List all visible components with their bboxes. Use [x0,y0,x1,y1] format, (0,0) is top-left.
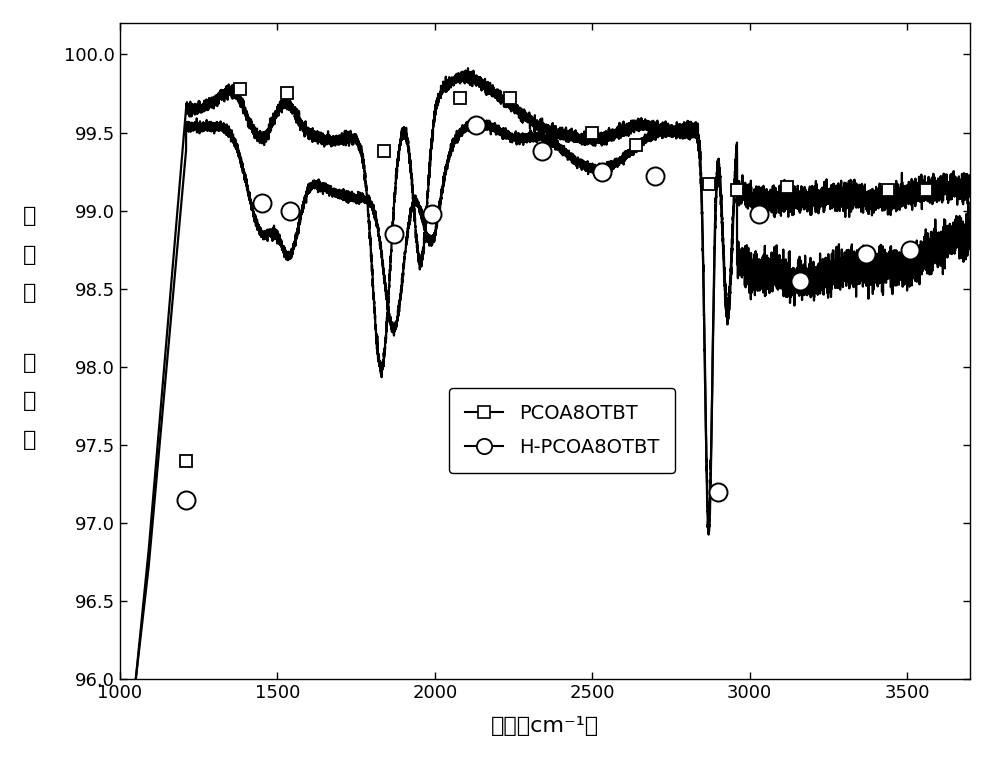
Text: ％: ％ [23,391,37,411]
H-PCOA8OTBT [256,198,268,208]
H-PCOA8OTBT [904,245,916,254]
X-axis label: 波数（cm⁻¹）: 波数（cm⁻¹） [491,716,599,736]
PCOA8OTBT [234,84,246,93]
H-PCOA8OTBT [794,276,806,286]
H-PCOA8OTBT [470,120,482,130]
PCOA8OTBT [920,186,932,195]
PCOA8OTBT [504,93,516,103]
Legend: PCOA8OTBT, H-PCOA8OTBT: PCOA8OTBT, H-PCOA8OTBT [449,388,675,472]
H-PCOA8OTBT [536,147,548,156]
PCOA8OTBT [586,128,598,137]
Text: 过: 过 [23,245,37,265]
Line: H-PCOA8OTBT: H-PCOA8OTBT [177,116,919,509]
H-PCOA8OTBT [284,206,296,215]
Text: 率: 率 [23,283,37,303]
H-PCOA8OTBT [180,495,192,504]
PCOA8OTBT [281,89,293,98]
PCOA8OTBT [781,182,793,191]
H-PCOA8OTBT [388,229,400,239]
H-PCOA8OTBT [712,487,724,496]
PCOA8OTBT [630,141,642,150]
H-PCOA8OTBT [596,167,608,176]
H-PCOA8OTBT [426,209,438,218]
PCOA8OTBT [731,186,743,195]
Text: 透: 透 [23,206,37,226]
H-PCOA8OTBT [753,209,765,218]
PCOA8OTBT [454,93,466,103]
Text: ）: ） [23,430,37,450]
PCOA8OTBT [703,179,715,188]
PCOA8OTBT [180,456,192,466]
H-PCOA8OTBT [649,171,661,181]
Line: PCOA8OTBT: PCOA8OTBT [180,83,932,467]
Text: （: （ [23,353,37,373]
H-PCOA8OTBT [860,250,872,259]
PCOA8OTBT [378,147,390,156]
PCOA8OTBT [882,186,894,195]
